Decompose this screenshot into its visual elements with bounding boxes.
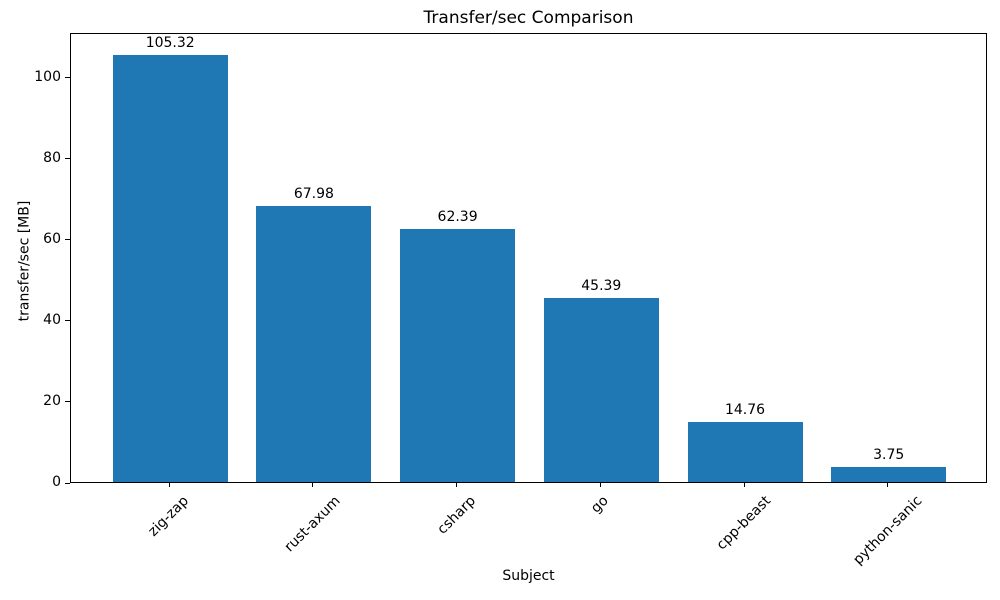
y-tick-mark xyxy=(65,482,70,484)
x-tick-mark xyxy=(743,483,745,487)
x-tick-mark xyxy=(599,483,601,487)
y-tick-mark xyxy=(65,320,70,322)
x-tick-label-text: zig-zap xyxy=(145,493,193,540)
bar-csharp xyxy=(400,229,516,482)
y-tick-label: 100 xyxy=(34,68,61,85)
y-tick-label: 60 xyxy=(43,230,61,247)
y-tick-mark xyxy=(65,158,70,160)
x-tick-label-text: python-sanic xyxy=(849,492,926,569)
x-tick-mark xyxy=(456,483,458,487)
x-axis-label: Subject xyxy=(502,568,555,584)
x-tick-mark xyxy=(887,483,889,487)
bar-cpp-beast xyxy=(687,422,803,482)
y-axis-label-text: transfer/sec [MB] xyxy=(16,200,33,322)
x-tick-label-text: rust-axum xyxy=(281,493,344,556)
x-tick-mark xyxy=(168,483,170,487)
x-tick-label-text: go xyxy=(588,492,612,517)
y-tick-mark xyxy=(65,239,70,241)
bar-value-label: 14.76 xyxy=(724,402,766,419)
bar-zig-zap xyxy=(112,55,228,482)
y-tick-label: 20 xyxy=(43,392,61,409)
x-tick-label-text: cpp-beast xyxy=(713,492,775,554)
x-tick-label-text: csharp xyxy=(433,492,479,538)
y-tick-label: 40 xyxy=(43,311,61,328)
bar-python-sanic xyxy=(831,466,947,482)
y-tick-mark xyxy=(65,77,70,79)
plot-area: 105.32 67.98 62.39 45.39 14.76 3.75 xyxy=(70,33,987,483)
bar-value-label: 67.98 xyxy=(293,186,334,203)
bar-rust-axum xyxy=(256,206,372,482)
y-tick-label: 80 xyxy=(43,149,61,166)
y-tick-label: 0 xyxy=(52,474,61,490)
y-tick-mark xyxy=(65,401,70,403)
bar-value-label: 45.39 xyxy=(581,278,622,294)
chart-title: Transfer/sec Comparison xyxy=(423,8,634,28)
bar-value-label: 62.39 xyxy=(437,209,478,226)
bar-go xyxy=(543,298,659,482)
bar-value-label: 3.75 xyxy=(873,446,905,463)
bar-value-label: 105.32 xyxy=(145,35,195,52)
x-tick-mark xyxy=(312,483,314,487)
